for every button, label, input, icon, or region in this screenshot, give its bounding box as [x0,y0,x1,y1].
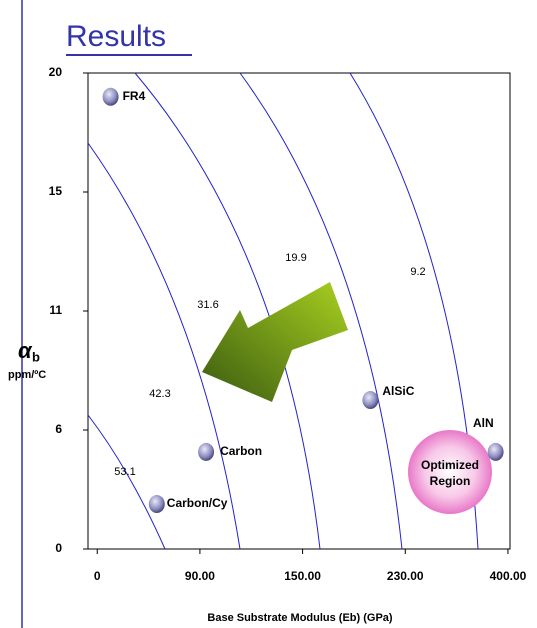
slide: Results Optimized Region α b ppm/ºC Base… [0,0,537,628]
contour-label: 42.3 [149,388,170,400]
y-tick-label: 11 [49,303,62,317]
x-tick-label: 0 [94,569,101,583]
slide-title: Results [66,20,166,53]
x-tick-label: 400.00 [490,569,527,583]
annotation: Region [430,474,471,488]
point-label: Carbon [220,444,262,458]
y-tick-label: 15 [49,184,63,198]
point-label: AlSiC [382,384,414,398]
contour-label: 53.1 [114,466,135,478]
y-tick-label: 6 [55,422,62,436]
contour-label: 19.9 [285,252,306,264]
data-point [488,443,504,461]
contour-line [88,143,240,549]
y-tick-label: 20 [49,65,63,79]
contour-label: 31.6 [197,299,218,311]
y-label-subscript: b [32,349,40,364]
y-label-symbol: α [18,338,33,363]
direction-arrow [202,282,348,402]
y-label-unit: ppm/ºC [8,369,46,381]
x-label: Base Substrate Modulus (Eb) (GPa) [207,612,393,624]
data-point [103,88,119,106]
page: {"title": "Results", "chart_data": {"typ… [0,0,537,628]
contour-line [88,415,165,549]
data-point [362,391,378,409]
point-label: AlN [473,416,494,430]
y-tick-label: 0 [55,541,62,555]
data-point [198,443,214,461]
contour-label: 9.2 [410,266,425,278]
data-point [149,495,165,513]
x-tick-label: 90.00 [185,569,215,583]
point-label: FR4 [123,89,146,103]
x-tick-label: 150.00 [284,569,321,583]
x-tick-label: 230.00 [387,569,424,583]
point-label: Carbon/Cy [167,496,228,510]
annotation: Optimized [421,458,479,472]
